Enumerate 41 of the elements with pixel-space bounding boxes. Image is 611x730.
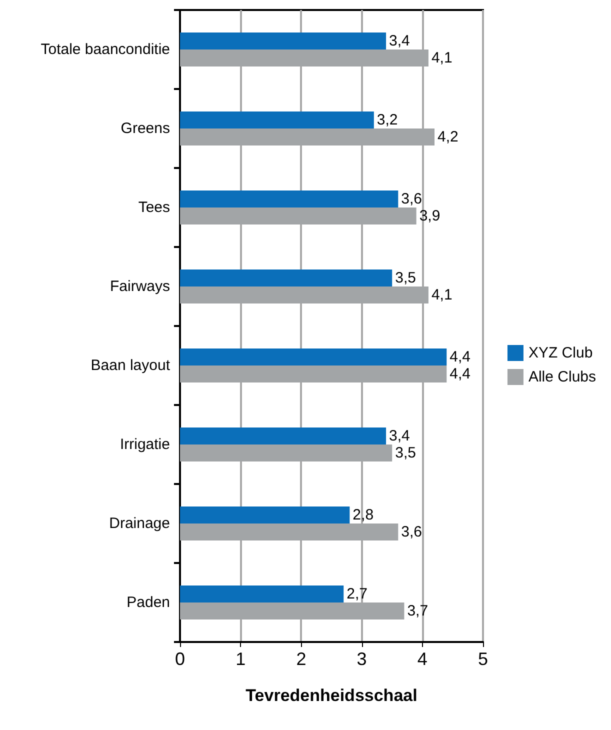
data-label: 3,5 (395, 270, 416, 286)
bar (180, 190, 398, 208)
y-tick-label: Paden (126, 594, 170, 611)
data-label: 3,7 (407, 602, 428, 620)
bar (180, 270, 392, 286)
y-tick-label: Fairways (110, 278, 170, 295)
data-label: 2,7 (346, 586, 368, 602)
y-tick-label: Baan layout (90, 357, 171, 374)
x-tick-label: 0 (174, 649, 186, 669)
bar (180, 348, 447, 366)
data-label: 3,5 (395, 444, 416, 462)
data-label: 3,4 (389, 32, 410, 50)
bar (180, 506, 350, 524)
x-tick-label: 5 (478, 649, 488, 669)
data-label: 2,8 (352, 506, 374, 524)
bar (180, 586, 344, 602)
x-tick-label: 2 (296, 649, 306, 669)
data-label: 3,6 (401, 524, 422, 540)
bar (180, 32, 386, 50)
y-tick-label: Drainage (109, 515, 170, 532)
y-tick-label: Greens (120, 120, 170, 137)
y-tick-label: Totale baanconditie (40, 41, 170, 58)
y-tick-label: Irrigatie (120, 436, 170, 453)
data-label: 4,2 (438, 128, 458, 146)
data-label: 4,4 (450, 348, 470, 366)
x-axis-title: Tevredenheidsschaal (246, 686, 418, 705)
data-label: 3,4 (389, 428, 410, 444)
data-label: 4,4 (450, 366, 470, 382)
x-tick-label: 3 (356, 649, 367, 669)
bar (180, 428, 386, 444)
data-label: 4,1 (431, 50, 452, 66)
data-label: 3,6 (401, 190, 422, 208)
legend-label: Alle Clubs (528, 368, 596, 386)
bar (180, 112, 374, 128)
data-label: 3,9 (419, 208, 440, 224)
x-tick-label: 4 (417, 649, 428, 669)
data-label: 4,1 (431, 286, 452, 304)
data-label: 3,2 (376, 112, 398, 128)
legend-label: XYZ Club (528, 344, 593, 362)
y-tick-label: Tees (138, 199, 170, 216)
x-tick-label: 1 (236, 649, 246, 669)
